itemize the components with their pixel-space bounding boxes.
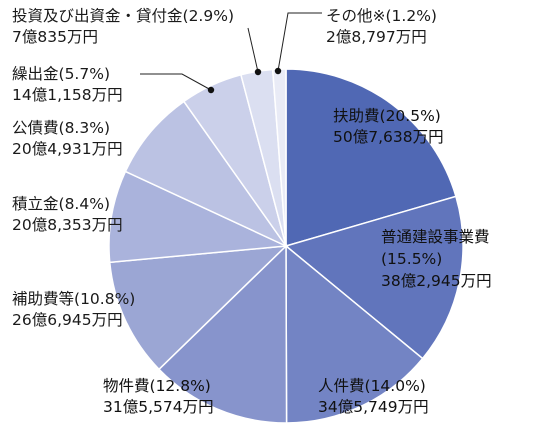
slice-name: 普通建設事業費: [381, 228, 490, 246]
slice-label-7: 公債費(8.3%) 20億4,931万円: [12, 119, 123, 158]
slice-amount: 14億1,158万円: [12, 86, 123, 104]
slice-name-line: 投資及び出資金・貸付金(2.9%): [12, 7, 234, 25]
slice-name-line: 人件費(14.0%): [318, 377, 426, 395]
slice-name: 人件費: [318, 377, 365, 395]
slice-percent: (12.8%): [150, 377, 211, 395]
slice-label-1: 扶助費(20.5%) 50億7,638万円: [333, 107, 444, 146]
slice-name-line: 繰出金(5.7%): [12, 65, 110, 83]
slice-name: 投資及び出資金・貸付金: [12, 7, 183, 25]
slice-label-4: 物件費(12.8%) 31億5,574万円: [103, 377, 214, 416]
slice-amount: 20億4,931万円: [12, 140, 123, 158]
slice-percent: (15.5%): [381, 250, 442, 268]
slice-amount: 2億8,797万円: [326, 28, 427, 46]
slice-label-10: その他※(1.2%) 2億8,797万円: [326, 7, 437, 46]
slice-amount: 20億8,353万円: [12, 216, 123, 234]
slice-label-8: 繰出金(5.7%) 14億1,158万円: [12, 65, 123, 104]
leader-lines: [140, 12, 322, 94]
slice-name: 物件費: [103, 377, 150, 395]
slice-name-line: 扶助費(20.5%): [333, 107, 441, 125]
leader-line-10: [277, 12, 322, 72]
slice-label-6: 積立金(8.4%) 20億8,353万円: [12, 195, 123, 234]
slice-percent: (20.5%): [380, 107, 441, 125]
slice-name-line: 物件費(12.8%): [103, 377, 211, 395]
pie-slice-2: [284, 195, 464, 360]
slice-percent: (8.3%): [59, 119, 110, 137]
slice-label-3: 人件費(14.0%) 34億5,749万円: [318, 377, 429, 416]
pie-slice-7: [124, 100, 289, 248]
slice-name-line: その他※(1.2%): [326, 7, 437, 25]
pie-slice-3: [285, 244, 424, 424]
slice-percent: (10.8%): [74, 290, 135, 308]
slice-name-line: 公債費(8.3%): [12, 119, 110, 137]
slice-label-5: 補助費等(10.8%) 26億6,945万円: [12, 290, 135, 329]
slice-percent: (1.2%): [386, 7, 437, 25]
slice-amount: 50億7,638万円: [333, 128, 444, 146]
slice-amount: 7億835万円: [12, 28, 98, 46]
slice-name: その他※: [326, 7, 386, 25]
slice-name: 扶助費: [333, 107, 380, 125]
leader-line-9: [247, 27, 259, 73]
slice-percent: (2.9%): [183, 7, 234, 25]
slice-amount: 38億2,945万円: [381, 272, 492, 290]
slice-percent: (14.0%): [365, 377, 426, 395]
slice-name: 積立金: [12, 195, 59, 213]
pie-slice-6: [108, 170, 289, 264]
slice-label-2: 普通建設事業費 (15.5%) 38億2,945万円: [381, 228, 492, 290]
pie-slice-1: [285, 68, 457, 248]
slice-amount: 34億5,749万円: [318, 398, 429, 416]
leader-line-8: [140, 73, 212, 91]
pie-slice-5: [108, 245, 289, 371]
slice-amount: 26億6,945万円: [12, 311, 123, 329]
slice-name: 繰出金: [12, 65, 59, 83]
slice-name: 公債費: [12, 119, 59, 137]
slice-percent: (8.4%): [59, 195, 110, 213]
slice-label-9: 投資及び出資金・貸付金(2.9%) 7億835万円: [12, 7, 234, 46]
leader-dot-9: [254, 68, 262, 76]
slice-name-line: 補助費等(10.8%): [12, 290, 135, 308]
pie-slices: [108, 68, 464, 424]
slice-amount: 31億5,574万円: [103, 398, 214, 416]
slice-percent: (5.7%): [59, 65, 110, 83]
slice-name: 補助費等: [12, 290, 74, 308]
leader-dot-8: [207, 86, 215, 94]
pie-slice-4: [157, 244, 288, 424]
leader-dot-10: [274, 67, 282, 75]
slice-name-line: 積立金(8.4%): [12, 195, 110, 213]
